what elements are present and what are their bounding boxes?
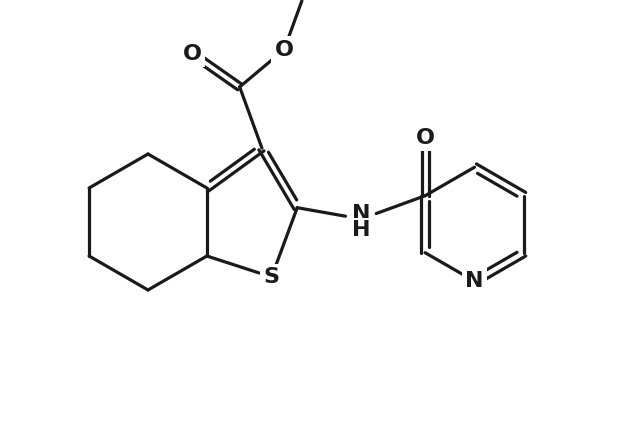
Text: N: N (465, 271, 484, 291)
Text: N: N (352, 204, 371, 224)
Text: O: O (415, 128, 435, 148)
Text: S: S (264, 267, 280, 287)
Text: O: O (275, 40, 294, 59)
Text: H: H (352, 220, 371, 240)
Text: O: O (182, 44, 202, 64)
